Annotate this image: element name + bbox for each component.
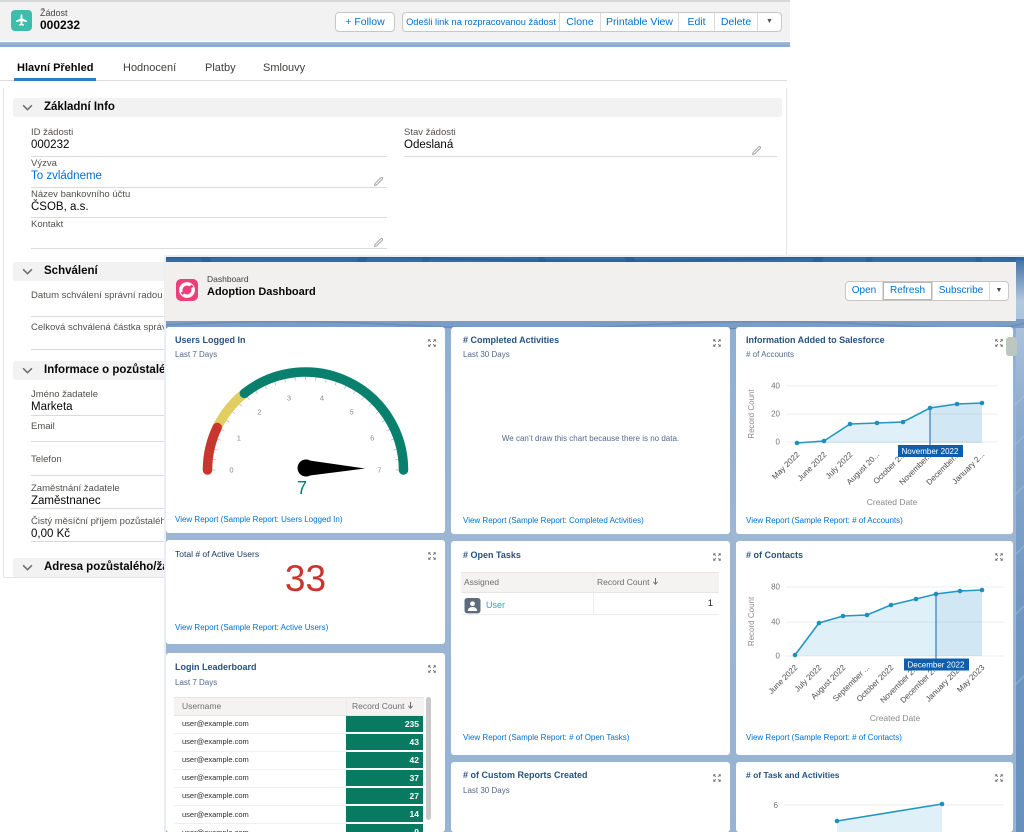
- svg-text:0: 0: [776, 652, 781, 661]
- svg-text:6: 6: [774, 801, 779, 810]
- svg-text:Record Count: Record Count: [747, 389, 756, 439]
- svg-text:0: 0: [229, 466, 233, 475]
- svg-text:November 2022: November 2022: [902, 447, 959, 456]
- svg-text:Created Date: Created Date: [870, 713, 921, 723]
- svg-text:Record Count: Record Count: [747, 596, 756, 646]
- svg-text:June 2022: June 2022: [767, 663, 800, 696]
- svg-text:2: 2: [257, 408, 261, 417]
- svg-text:4: 4: [320, 393, 324, 402]
- svg-text:7: 7: [377, 466, 381, 475]
- svg-text:June 2022: June 2022: [796, 450, 829, 483]
- svg-text:Created Date: Created Date: [867, 497, 918, 507]
- svg-text:0: 0: [776, 438, 781, 447]
- svg-text:1: 1: [237, 433, 241, 442]
- svg-text:20: 20: [771, 410, 780, 419]
- svg-text:3: 3: [287, 393, 291, 402]
- svg-text:40: 40: [771, 382, 780, 391]
- svg-text:40: 40: [771, 618, 780, 627]
- svg-text:5: 5: [350, 408, 354, 417]
- svg-text:6: 6: [370, 433, 374, 442]
- svg-text:7: 7: [297, 478, 307, 498]
- svg-text:80: 80: [771, 583, 780, 592]
- svg-text:December 2022: December 2022: [908, 660, 965, 669]
